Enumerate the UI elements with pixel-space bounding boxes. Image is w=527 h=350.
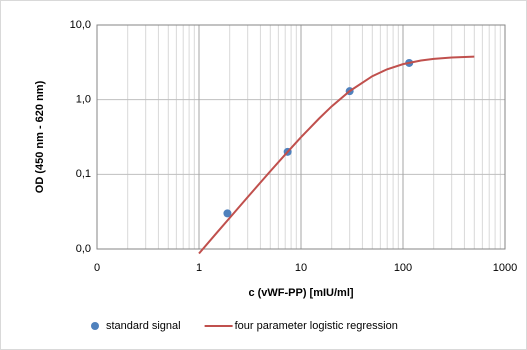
x-tick-label: 100: [394, 262, 412, 274]
x-tick-label: 1: [196, 262, 202, 274]
x-axis-title: c (vWF-PP) [mIU/ml]: [248, 287, 353, 299]
y-tick-label: 1,0: [76, 94, 91, 106]
x-tick-label: 0: [94, 262, 100, 274]
regression-line: [198, 55, 475, 255]
plot-frame: [96, 24, 506, 250]
y-tick-label: 0,1: [76, 168, 91, 180]
data-point: [223, 209, 232, 218]
y-tick-label: 10,0: [70, 19, 91, 31]
y-tick-label: 0,0: [76, 243, 91, 255]
x-tick-label: 1000: [493, 262, 517, 274]
legend-label: standard signal: [106, 320, 181, 332]
legend-label: four parameter logistic regression: [235, 320, 398, 332]
y-axis-title: OD (450 nm - 620 nm): [34, 80, 46, 193]
x-tick-label: 10: [295, 262, 307, 274]
legend-swatch: [91, 322, 99, 330]
